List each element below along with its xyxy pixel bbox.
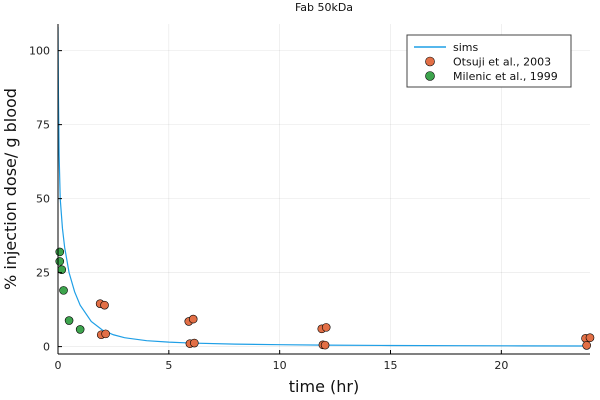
data-point-2 <box>64 316 74 325</box>
x-tick-label: 0 <box>55 359 62 372</box>
legend-swatch <box>425 71 435 81</box>
y-tick-label: 50 <box>36 193 50 206</box>
data-point-2 <box>55 257 65 266</box>
x-tick-label: 15 <box>384 359 398 372</box>
x-tick-label: 20 <box>494 359 508 372</box>
data-point-1 <box>101 329 110 339</box>
data-point-1 <box>321 323 331 332</box>
data-point-1 <box>320 340 330 350</box>
data-point-1 <box>188 314 198 324</box>
legend-label: Otsuji et al., 2003 <box>453 56 551 69</box>
x-axis-title: time (hr) <box>289 377 359 396</box>
y-tick-label: 0 <box>43 341 50 354</box>
data-point-1 <box>585 333 595 343</box>
data-point-2 <box>59 286 68 295</box>
chart-title: Fab 50kDa <box>295 1 353 14</box>
y-tick-label: 25 <box>36 267 50 280</box>
data-point-1 <box>190 338 199 348</box>
data-point-1 <box>582 341 591 350</box>
tick-labels: 0 5 10 15 20 0 25 50 75 100 <box>29 45 508 372</box>
series-line-sims <box>58 26 590 347</box>
x-tick-label: 5 <box>165 359 172 372</box>
y-axis-title: % injection dose/ g blood <box>1 88 20 290</box>
data-point-2 <box>75 325 85 334</box>
y-tick-label: 100 <box>29 45 50 58</box>
data-point-1 <box>100 300 109 310</box>
legend-swatch <box>425 56 435 67</box>
data-point-2 <box>55 247 65 257</box>
x-tick-label: 10 <box>273 359 287 372</box>
y-tick-label: 75 <box>36 119 50 132</box>
legend-label: Milenic et al., 1999 <box>453 70 558 83</box>
legend-label: sims <box>453 41 479 54</box>
